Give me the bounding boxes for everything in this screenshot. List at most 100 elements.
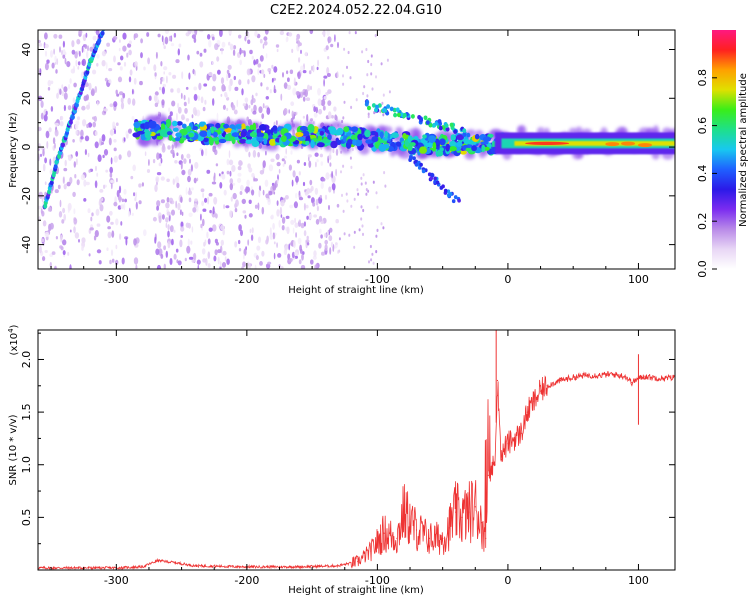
noise-speck: [228, 84, 232, 92]
noise-speck: [119, 39, 121, 43]
noise-speck: [229, 170, 232, 177]
noise-speck: [358, 228, 361, 232]
noise-speck: [292, 129, 295, 137]
noise-speck: [228, 41, 231, 46]
noise-speck: [257, 63, 262, 68]
noise-speck: [171, 209, 175, 216]
noise-speck: [265, 53, 268, 59]
band-blob: [231, 132, 240, 138]
band-blob: [438, 125, 443, 131]
noise-speck: [153, 64, 157, 72]
noise-speck: [272, 222, 275, 230]
noise-speck: [160, 253, 164, 259]
band-blob: [256, 136, 264, 142]
noise-speck: [312, 64, 315, 73]
noise-speck: [185, 86, 189, 90]
noise-speck: [247, 239, 250, 246]
noise-speck: [208, 227, 213, 232]
noise-speck: [58, 34, 63, 39]
noise-speck: [220, 224, 224, 231]
noise-speck: [99, 189, 104, 193]
noise-speck: [212, 146, 216, 153]
noise-speck: [200, 213, 202, 221]
noise-speck: [257, 151, 260, 158]
band-blob: [449, 122, 454, 128]
noise-speck: [251, 227, 254, 234]
noise-speck: [64, 57, 67, 65]
x-tick-label: -200: [234, 574, 259, 587]
noise-speck: [230, 196, 233, 202]
noise-speck: [106, 247, 109, 251]
noise-speck: [316, 66, 319, 71]
noise-speck: [330, 241, 334, 248]
noise-speck: [293, 201, 298, 209]
noise-speck: [130, 175, 134, 180]
noise-speck: [305, 97, 311, 101]
noise-speck: [300, 265, 306, 269]
noise-speck: [113, 147, 117, 152]
noise-speck: [327, 100, 332, 106]
noise-speck: [165, 217, 169, 223]
noise-speck: [133, 238, 137, 246]
noise-speck: [335, 168, 337, 177]
noise-speck: [334, 114, 338, 121]
noise-speck: [190, 240, 193, 245]
noise-speck: [50, 80, 54, 85]
streak-blob: [74, 102, 79, 108]
noise-speck: [343, 100, 346, 104]
noise-speck: [180, 154, 184, 160]
noise-speck: [181, 169, 186, 176]
noise-speck: [88, 82, 92, 91]
noise-speck: [263, 73, 266, 78]
noise-speck: [313, 214, 317, 218]
noise-speck: [292, 87, 297, 96]
noise-speck: [304, 89, 308, 98]
snr-x-ticks: -300 -200 -100 0 100: [50, 330, 649, 587]
noise-speck: [314, 152, 319, 157]
noise-speck: [44, 231, 50, 238]
noise-speck: [211, 85, 216, 92]
noise-speck: [108, 68, 113, 72]
noise-speck: [363, 85, 366, 89]
snr-content: [38, 330, 675, 570]
noise-speck: [42, 148, 45, 157]
noise-speck: [237, 177, 242, 184]
noise-speck: [187, 54, 190, 61]
noise-speck: [326, 73, 331, 77]
band-blob: [428, 122, 433, 128]
band-blob: [425, 120, 430, 125]
noise-speck: [146, 169, 151, 173]
band-blob: [441, 184, 445, 189]
noise-speck: [119, 91, 124, 96]
noise-speck: [201, 248, 206, 255]
noise-speck: [283, 160, 287, 165]
noise-speck: [98, 260, 102, 265]
band-blob: [203, 137, 209, 143]
band-blob: [307, 124, 315, 133]
noise-speck: [362, 91, 365, 96]
noise-speck: [381, 101, 384, 105]
band-blob: [305, 140, 310, 146]
noise-speck: [140, 52, 143, 59]
snr-point: [370, 550, 372, 552]
noise-speck: [106, 42, 110, 47]
noise-speck: [204, 197, 208, 203]
noise-speck: [122, 45, 127, 52]
noise-speck: [285, 148, 288, 155]
colorbar-tick-label: 0.4: [696, 165, 709, 183]
noise-speck: [367, 59, 370, 64]
noise-speck: [267, 198, 271, 206]
streak-blob: [70, 114, 75, 120]
noise-speck: [194, 109, 198, 116]
band-blob: [450, 134, 456, 141]
noise-speck: [271, 64, 274, 69]
noise-speck: [327, 89, 332, 94]
noise-speck: [234, 86, 239, 91]
noise-speck: [110, 179, 114, 184]
noise-speck: [170, 88, 174, 93]
band-blob: [210, 126, 215, 134]
band-blob: [239, 138, 247, 144]
noise-speck: [114, 129, 116, 135]
snr-y-scale-note: (x104): [7, 324, 20, 355]
